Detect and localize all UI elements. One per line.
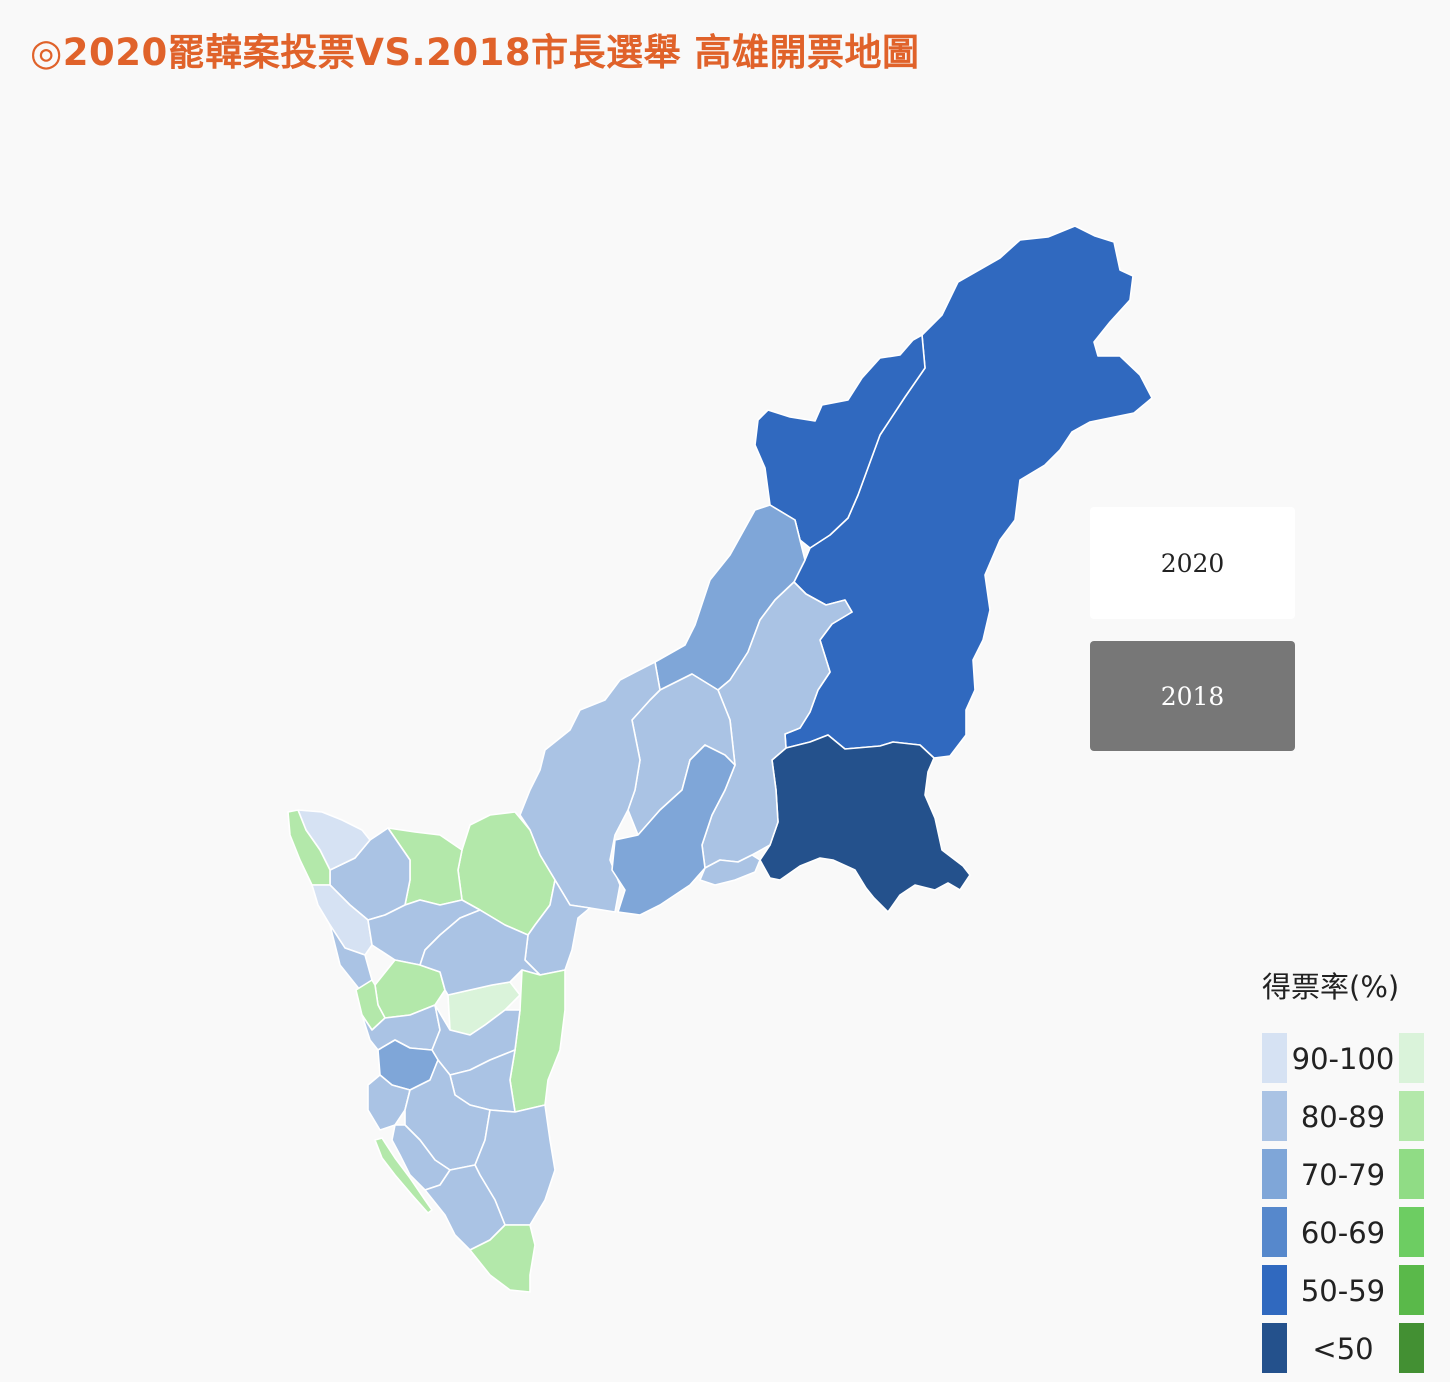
year-2020-button[interactable]: 2020: [1090, 507, 1295, 619]
legend-label: 70-79: [1300, 1158, 1386, 1192]
legend-label: 60-69: [1300, 1216, 1386, 1250]
legend-label: 50-59: [1300, 1274, 1386, 1308]
legend-swatch-blue: [1262, 1265, 1287, 1315]
district-meinong[interactable]: [699, 854, 761, 886]
legend-label: <50: [1312, 1332, 1374, 1366]
legend-swatch-blue: [1262, 1149, 1287, 1199]
district-dashu[interactable]: [509, 969, 566, 1113]
district-linyuan[interactable]: [469, 1224, 536, 1293]
legend-row: 60-69: [1262, 1207, 1424, 1257]
legend-swatch-blue: [1262, 1323, 1287, 1373]
legend-swatch-green: [1399, 1265, 1424, 1315]
legend-swatch-blue: [1262, 1207, 1287, 1257]
year-2018-button[interactable]: 2018: [1090, 641, 1295, 751]
district-maolin[interactable]: [759, 734, 971, 913]
district-xiaogang[interactable]: [424, 1164, 506, 1251]
legend-row: 90-100: [1262, 1033, 1424, 1083]
legend-swatch-green: [1399, 1323, 1424, 1373]
district-qishan[interactable]: [611, 744, 736, 916]
legend-swatch-green: [1399, 1033, 1424, 1083]
legend-title: 得票率(%): [1262, 970, 1400, 1004]
legend-row: 80-89: [1262, 1091, 1424, 1141]
legend-swatch-green: [1399, 1149, 1424, 1199]
legend-swatch-blue: [1262, 1033, 1287, 1083]
legend-label: 90-100: [1291, 1042, 1395, 1076]
legend-row: <50: [1262, 1323, 1424, 1373]
legend-swatch-blue: [1262, 1091, 1287, 1141]
legend-swatch-green: [1399, 1207, 1424, 1257]
legend-swatch-green: [1399, 1091, 1424, 1141]
legend-row: 50-59: [1262, 1265, 1424, 1315]
district-cijin[interactable]: [374, 1137, 433, 1214]
district-qieding[interactable]: [287, 809, 331, 886]
legend-label: 80-89: [1300, 1100, 1386, 1134]
page-title: ◎2020罷韓案投票VS.2018市長選舉 高雄開票地圖: [30, 31, 920, 74]
district-yongan[interactable]: [311, 884, 373, 956]
legend-row: 70-79: [1262, 1149, 1424, 1199]
